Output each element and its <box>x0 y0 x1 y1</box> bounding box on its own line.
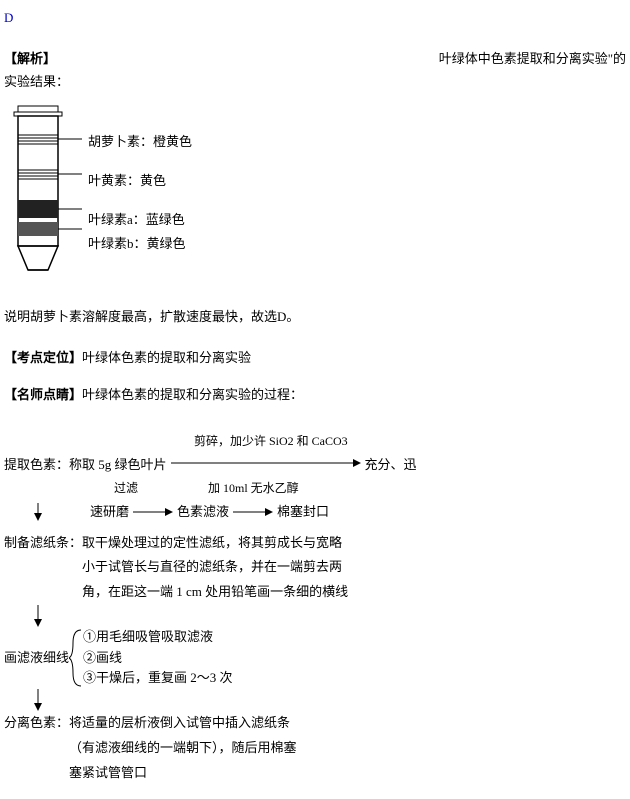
mingshi-text: 叶绿体色素的提取和分离实验的过程： <box>82 387 303 402</box>
procedure-flow: 剪碎，加少许 SiO2 和 CaCO3 提取色素： 称取 5g 绿色叶片 充分、… <box>4 430 626 785</box>
line2-b: 色素滤液 <box>177 500 229 525</box>
separate-label: 分离色素： <box>4 711 69 785</box>
answer-letter: D <box>4 8 626 29</box>
extract-label: 提取色素： <box>4 453 69 478</box>
brace-icon <box>69 628 83 688</box>
result-label: 实验结果： <box>4 72 626 93</box>
line2-c: 棉塞封口 <box>277 500 329 525</box>
draw-row: 画滤液细线 ①用毛细吸管吸取滤液 ②画线 ③干燥后，重复画 2～3 次 <box>4 627 626 689</box>
kaodian-text: 叶绿体色素的提取和分离实验 <box>82 350 251 365</box>
separate-l2: （有滤液细线的一端朝下），随后用棉塞 <box>69 736 297 761</box>
analysis-heading: 【解析】 <box>4 49 56 70</box>
extract-right: 充分、迅 <box>365 453 417 478</box>
extract-row: 提取色素： 称取 5g 绿色叶片 充分、迅 <box>4 453 626 478</box>
prepare-l1: 取干燥处理过的定性滤纸，将其剪成长与宽略 <box>82 531 348 556</box>
arrow-right-2 <box>133 506 173 518</box>
arrow-down-2 <box>30 605 90 627</box>
mingshi-heading: 【名师点睛】 <box>4 387 82 402</box>
extract-text1: 称取 5g 绿色叶片 <box>69 453 167 478</box>
analysis-row: 【解析】 叶绿体中色素提取和分离实验"的 <box>4 49 626 70</box>
line2-row: 速研磨 色素滤液 棉塞封口 <box>4 500 626 525</box>
arrow-down-3 <box>30 689 90 711</box>
prepare-l3: 角，在距这一端 1 cm 处用铅笔画一条细的横线 <box>82 580 348 605</box>
arrow-down-1 <box>30 503 90 521</box>
separate-row: 分离色素： 将适量的层析液倒入试管中插入滤纸条 （有滤液细线的一端朝下），随后用… <box>4 711 626 785</box>
line2-labels: 过滤 加 10ml 无水乙醇 <box>4 477 626 500</box>
draw-2: ②画线 <box>83 648 233 669</box>
kaodian-block: 【考点定位】叶绿体色素的提取和分离实验 <box>4 348 626 369</box>
strip-labels: 胡萝卜素：橙黄色 叶黄素：黄色 叶绿素a：蓝绿色 叶绿素b：黄绿色 <box>88 102 192 254</box>
draw-3: ③干燥后，重复画 2～3 次 <box>83 668 233 689</box>
band-label-chla: 叶绿素a：蓝绿色 <box>88 210 192 231</box>
line2-a: 速研磨 <box>90 500 129 525</box>
separate-l3: 塞紧试管管口 <box>69 761 297 786</box>
band-label-carotene: 胡萝卜素：橙黄色 <box>88 132 192 153</box>
top-arrow-label: 剪碎，加少许 SiO2 和 CaCO3 <box>194 430 626 453</box>
prepare-l2: 小于试管长与直径的滤纸条，并在一端剪去两 <box>82 555 348 580</box>
mingshi-block: 【名师点睛】叶绿体色素的提取和分离实验的过程： <box>4 385 626 406</box>
draw-label: 画滤液细线 <box>4 646 69 671</box>
band-label-chlb: 叶绿素b：黄绿色 <box>88 234 192 255</box>
analysis-right-text: 叶绿体中色素提取和分离实验"的 <box>439 49 626 70</box>
draw-1: ①用毛细吸管吸取滤液 <box>83 627 233 648</box>
separate-l1: 将适量的层析液倒入试管中插入滤纸条 <box>69 711 297 736</box>
conclusion-text: 说明胡萝卜素溶解度最高，扩散速度最快，故选D。 <box>4 307 626 328</box>
prepare-label: 制备滤纸条： <box>4 531 82 605</box>
chromatography-diagram: 胡萝卜素：橙黄色 叶黄素：黄色 叶绿素a：蓝绿色 叶绿素b：黄绿色 <box>4 102 626 277</box>
prepare-row: 制备滤纸条： 取干燥处理过的定性滤纸，将其剪成长与宽略 小于试管长与直径的滤纸条… <box>4 531 626 605</box>
arrow-right-3 <box>233 506 273 518</box>
paper-strip-svg <box>4 102 84 277</box>
kaodian-heading: 【考点定位】 <box>4 350 82 365</box>
arrow-right-1 <box>171 457 361 469</box>
band-label-xanthophyll: 叶黄素：黄色 <box>88 171 192 192</box>
